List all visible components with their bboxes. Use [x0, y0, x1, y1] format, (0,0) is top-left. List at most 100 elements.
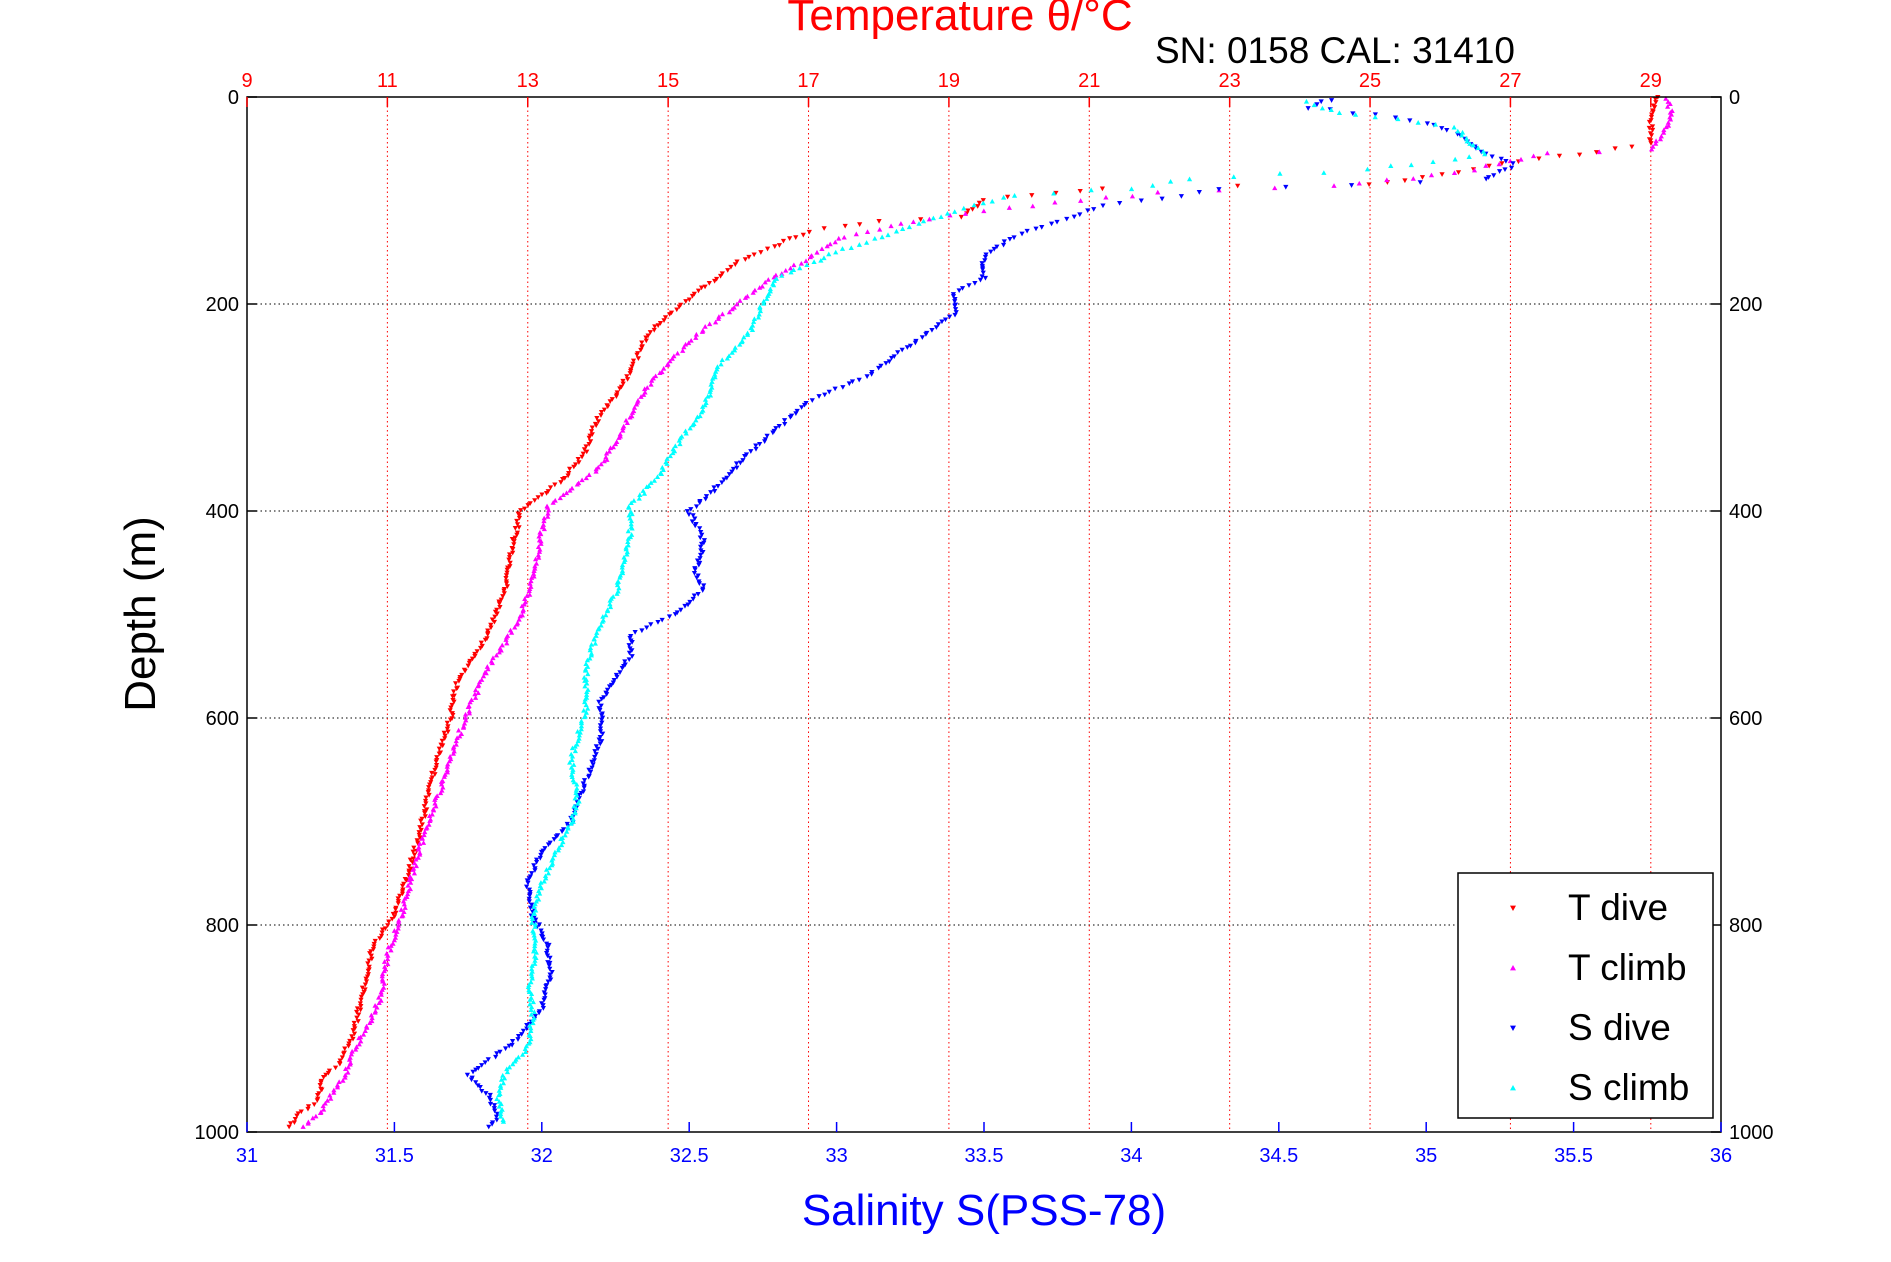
- data-point: [358, 1003, 364, 1009]
- data-point: [527, 586, 533, 591]
- data-point: [489, 1121, 495, 1127]
- data-point: [625, 528, 631, 534]
- data-point: [616, 435, 622, 440]
- data-point: [438, 790, 444, 796]
- data-point: [346, 1041, 352, 1047]
- x-top-tick-label: 19: [938, 70, 960, 92]
- data-point: [524, 878, 530, 884]
- data-point: [419, 836, 425, 841]
- data-point: [1129, 193, 1136, 199]
- data-point: [356, 1012, 362, 1018]
- data-point: [347, 1038, 353, 1044]
- data-point: [558, 836, 564, 841]
- data-point: [530, 999, 536, 1005]
- data-point: [814, 249, 820, 255]
- data-point: [764, 433, 770, 439]
- data-point: [519, 603, 525, 609]
- data-point: [888, 223, 894, 229]
- data-point: [713, 369, 719, 374]
- data-point: [475, 690, 481, 696]
- data-point: [520, 608, 526, 614]
- data-point: [355, 1019, 361, 1024]
- data-point: [654, 474, 661, 480]
- data-point: [440, 743, 446, 749]
- data-point: [1336, 110, 1343, 116]
- data-point: [811, 259, 817, 265]
- data-point: [583, 475, 589, 481]
- data-point: [762, 279, 768, 285]
- data-point: [781, 418, 788, 423]
- data-point: [585, 705, 591, 711]
- data-point: [426, 822, 432, 827]
- data-point: [593, 466, 599, 472]
- data-point: [841, 234, 847, 240]
- data-point: [1663, 96, 1669, 101]
- x-top-tick-label: 23: [1219, 70, 1241, 92]
- data-point: [337, 1058, 343, 1064]
- data-point: [685, 602, 691, 608]
- data-point: [536, 922, 542, 928]
- data-point: [764, 296, 770, 301]
- data-point: [558, 480, 564, 485]
- data-point: [1648, 141, 1654, 146]
- data-point: [342, 1046, 348, 1052]
- data-point: [507, 560, 513, 566]
- data-point: [532, 943, 538, 949]
- data-point: [465, 663, 471, 669]
- data-point: [822, 392, 828, 398]
- x-bottom-tick-label: 33.5: [965, 1145, 1004, 1167]
- data-point: [345, 1064, 351, 1070]
- data-point: [599, 696, 605, 702]
- data-point: [809, 398, 815, 403]
- x-bottom-tick-label: 35.5: [1554, 1145, 1593, 1167]
- data-point: [325, 1070, 332, 1076]
- data-point: [450, 712, 456, 718]
- data-point: [674, 307, 680, 313]
- data-point: [559, 829, 565, 834]
- data-point: [680, 348, 686, 353]
- data-point: [1483, 163, 1489, 168]
- data-point: [1486, 163, 1492, 169]
- data-point: [816, 394, 822, 399]
- data-point: [832, 239, 838, 245]
- data-point: [370, 947, 377, 952]
- data-point: [947, 212, 953, 218]
- data-point: [529, 575, 535, 580]
- data-point: [693, 504, 700, 510]
- data-point: [592, 640, 598, 646]
- data-point: [547, 966, 553, 972]
- data-point: [385, 923, 391, 928]
- data-point: [493, 652, 500, 658]
- data-point: [644, 625, 650, 631]
- data-point: [1051, 190, 1057, 196]
- data-point: [787, 265, 794, 271]
- data-point: [1001, 194, 1007, 200]
- data-point: [531, 932, 537, 938]
- data-point: [612, 441, 619, 447]
- data-point: [334, 1084, 341, 1090]
- data-point: [629, 654, 635, 659]
- data-point: [703, 494, 710, 499]
- data-point: [950, 294, 957, 299]
- data-point: [744, 332, 751, 337]
- data-point: [397, 893, 403, 899]
- data-point: [629, 639, 635, 645]
- data-point: [926, 216, 932, 222]
- data-point: [532, 921, 539, 927]
- data-point: [619, 562, 626, 568]
- y-tick-label-left: 800: [206, 915, 239, 937]
- data-point: [891, 354, 897, 360]
- data-point: [569, 745, 576, 751]
- data-point: [787, 415, 794, 420]
- data-point: [515, 1034, 522, 1039]
- data-point: [682, 603, 688, 609]
- data-point: [688, 507, 694, 512]
- data-point: [575, 456, 581, 462]
- data-point: [670, 450, 676, 456]
- data-point: [428, 777, 434, 782]
- data-point: [538, 541, 544, 546]
- data-point: [525, 503, 531, 508]
- data-point: [593, 468, 599, 474]
- data-point: [969, 207, 976, 212]
- data-point: [537, 855, 543, 861]
